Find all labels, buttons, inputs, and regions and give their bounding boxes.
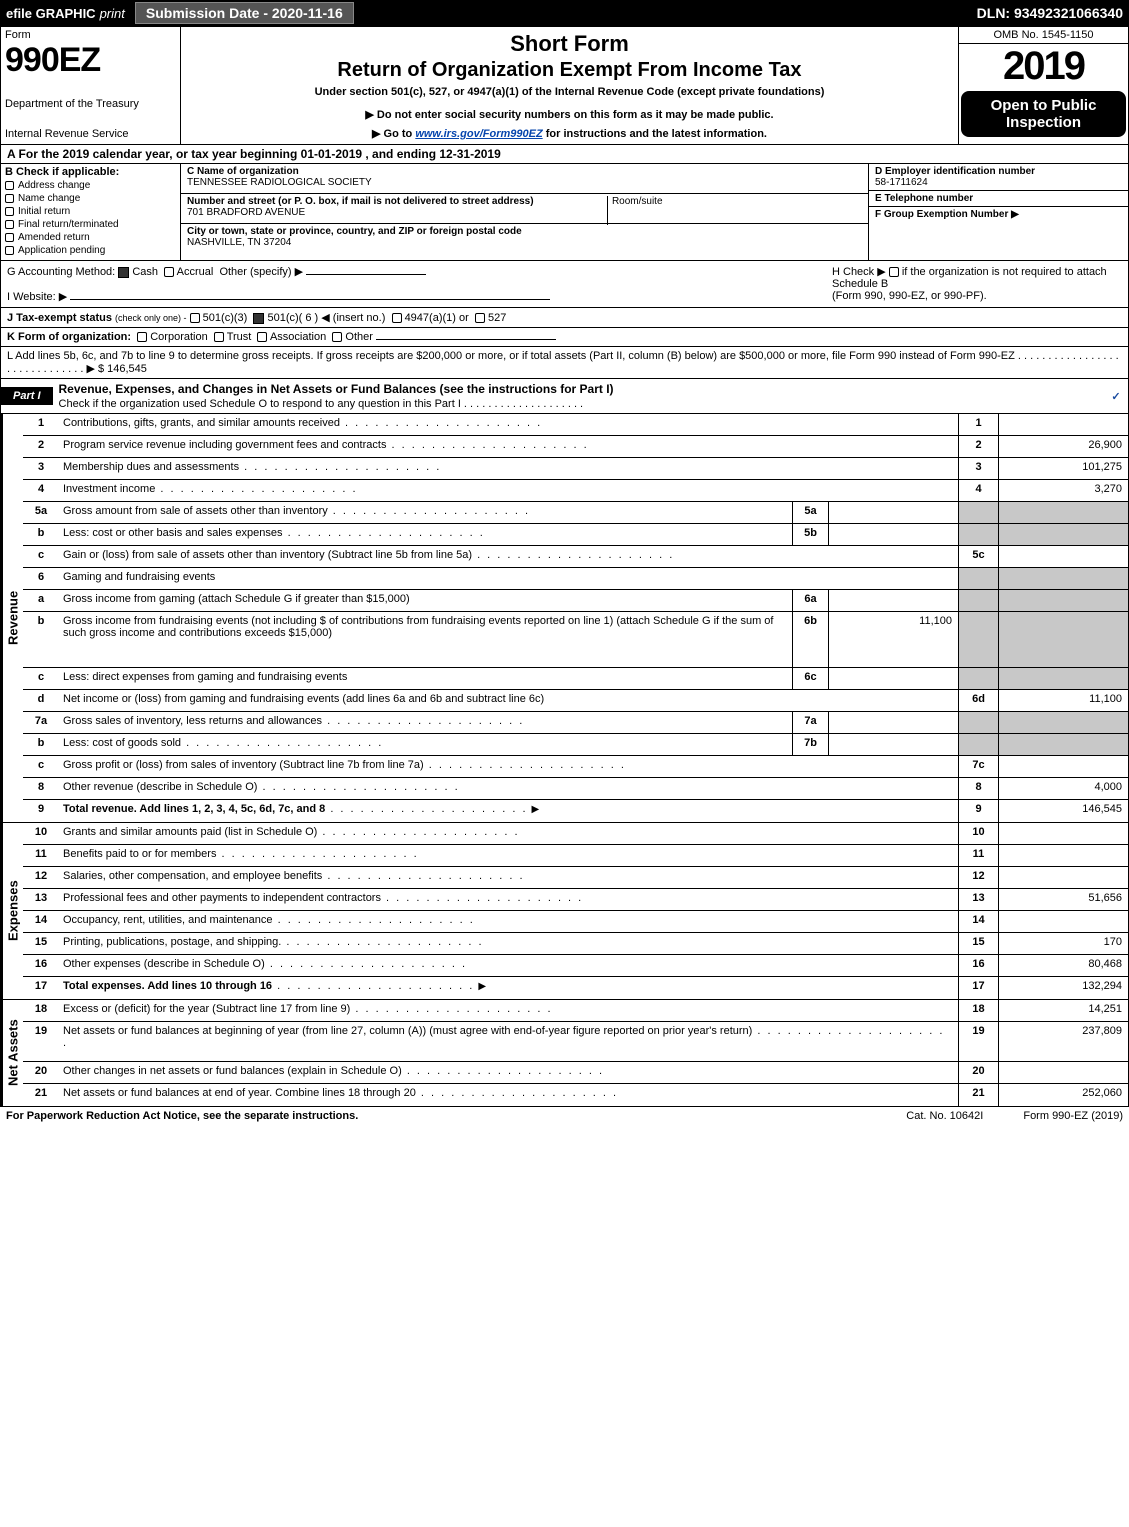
ssn-warning: ▶ Do not enter social security numbers o…: [187, 108, 952, 121]
return-title: Return of Organization Exempt From Incom…: [187, 59, 952, 82]
chk-accrual[interactable]: [164, 267, 174, 277]
chk-schedule-b[interactable]: [889, 267, 899, 277]
chk-final-return[interactable]: Final return/terminated: [5, 219, 176, 230]
ein-value: 58-1711624: [875, 177, 1122, 188]
column-d-ein: D Employer identification number 58-1711…: [868, 164, 1128, 260]
org-name-row: C Name of organization TENNESSEE RADIOLO…: [181, 164, 868, 194]
column-c-org-info: C Name of organization TENNESSEE RADIOLO…: [181, 164, 868, 260]
chk-527[interactable]: [475, 313, 485, 323]
org-city-label: City or town, state or province, country…: [187, 226, 862, 237]
chk-name-change[interactable]: Name change: [5, 193, 176, 204]
dept-irs: Internal Revenue Service: [5, 128, 176, 140]
omb-number: OMB No. 1545-1150: [959, 27, 1128, 44]
row-k-form-org: K Form of organization: Corporation Trus…: [0, 328, 1129, 347]
header-left: Form 990EZ Department of the Treasury In…: [1, 27, 181, 144]
org-city-value: NASHVILLE, TN 37204: [187, 237, 862, 248]
tax-year: 2019: [959, 44, 1128, 89]
page-footer: For Paperwork Reduction Act Notice, see …: [0, 1107, 1129, 1125]
expenses-section: Expenses 10Grants and similar amounts pa…: [0, 823, 1129, 1000]
chk-application-pending[interactable]: Application pending: [5, 245, 176, 256]
form-number: 990EZ: [5, 41, 176, 80]
submission-date-button[interactable]: Submission Date - 2020-11-16: [135, 2, 354, 24]
revenue-section: Revenue 1Contributions, gifts, grants, a…: [0, 414, 1129, 823]
print-link[interactable]: print: [100, 6, 125, 21]
i-label: I Website: ▶: [7, 291, 67, 303]
form-word: Form: [5, 29, 176, 41]
k-label: K Form of organization:: [7, 331, 131, 343]
room-suite-label: Room/suite: [607, 196, 663, 225]
part-i-title: Revenue, Expenses, and Changes in Net As…: [53, 379, 1104, 413]
g-label: G Accounting Method:: [7, 266, 115, 278]
telephone-row: E Telephone number: [869, 191, 1128, 207]
chk-association[interactable]: [257, 332, 267, 342]
form-ref: Form 990-EZ (2019): [1023, 1110, 1123, 1122]
goto-pre: ▶ Go to: [372, 128, 415, 140]
group-exemption-row: F Group Exemption Number ▶: [869, 207, 1128, 222]
block-b-c-d: B Check if applicable: Address change Na…: [0, 164, 1129, 261]
h-schedule-b: H Check ▶ if the organization is not req…: [822, 265, 1122, 303]
other-specify-input[interactable]: [306, 274, 426, 275]
chk-other-org[interactable]: [332, 332, 342, 342]
j-label: J Tax-exempt status: [7, 312, 112, 324]
part-i-badge: Part I: [1, 387, 53, 405]
org-name-label: C Name of organization: [187, 166, 862, 177]
chk-trust[interactable]: [214, 332, 224, 342]
chk-initial-return[interactable]: Initial return: [5, 206, 176, 217]
org-address-row: Number and street (or P. O. box, if mail…: [181, 194, 868, 224]
row-g-h: G Accounting Method: Cash Accrual Other …: [0, 261, 1129, 308]
form-header: Form 990EZ Department of the Treasury In…: [0, 26, 1129, 145]
ein-label: D Employer identification number: [875, 166, 1122, 177]
org-name-value: TENNESSEE RADIOLOGICAL SOCIETY: [187, 177, 862, 188]
section-a-tax-year: A For the 2019 calendar year, or tax yea…: [0, 145, 1129, 164]
part-i-header-row: Part I Revenue, Expenses, and Changes in…: [0, 379, 1129, 414]
short-form-title: Short Form: [187, 31, 952, 57]
row-l-gross-receipts: L Add lines 5b, 6c, and 7b to line 9 to …: [0, 347, 1129, 379]
chk-amended-return[interactable]: Amended return: [5, 232, 176, 243]
top-bar: efile GRAPHIC print Submission Date - 20…: [0, 0, 1129, 26]
dln-label: DLN: 93492321066340: [977, 5, 1123, 21]
net-assets-side-label: Net Assets: [1, 1000, 23, 1106]
chk-corporation[interactable]: [137, 332, 147, 342]
net-assets-section: Net Assets 18Excess or (deficit) for the…: [0, 1000, 1129, 1107]
chk-address-change[interactable]: Address change: [5, 180, 176, 191]
dept-treasury: Department of the Treasury: [5, 98, 176, 110]
header-middle: Short Form Return of Organization Exempt…: [181, 27, 958, 144]
part-i-schedule-o-check[interactable]: [1104, 390, 1128, 403]
chk-501c3[interactable]: [190, 313, 200, 323]
website-input[interactable]: [70, 299, 550, 300]
telephone-label: E Telephone number: [875, 193, 1122, 204]
column-b-checkboxes: B Check if applicable: Address change Na…: [1, 164, 181, 260]
part-i-check-line: Check if the organization used Schedule …: [59, 398, 584, 410]
ein-row: D Employer identification number 58-1711…: [869, 164, 1128, 191]
efile-label: efile GRAPHIC: [6, 6, 96, 21]
accounting-method: G Accounting Method: Cash Accrual Other …: [7, 265, 822, 303]
org-addr-value: 701 BRADFORD AVENUE: [187, 207, 862, 218]
col-b-header: B Check if applicable:: [5, 166, 176, 178]
cat-number: Cat. No. 10642I: [906, 1110, 983, 1122]
goto-line: ▶ Go to www.irs.gov/Form990EZ for instru…: [187, 127, 952, 140]
header-right: OMB No. 1545-1150 2019 Open to Public In…: [958, 27, 1128, 144]
irs-link[interactable]: www.irs.gov/Form990EZ: [415, 128, 542, 140]
other-org-input[interactable]: [376, 339, 556, 340]
open-to-public-badge: Open to Public Inspection: [961, 91, 1126, 137]
chk-cash[interactable]: [118, 267, 129, 278]
row-j-tax-exempt: J Tax-exempt status (check only one) - 5…: [0, 308, 1129, 328]
chk-501c[interactable]: [253, 313, 264, 324]
org-city-row: City or town, state or province, country…: [181, 224, 868, 254]
revenue-side-label: Revenue: [1, 414, 23, 822]
org-addr-label: Number and street (or P. O. box, if mail…: [187, 196, 862, 207]
goto-post: for instructions and the latest informat…: [543, 128, 767, 140]
group-exemption-label: F Group Exemption Number ▶: [875, 209, 1122, 220]
chk-4947[interactable]: [392, 313, 402, 323]
paperwork-notice: For Paperwork Reduction Act Notice, see …: [6, 1110, 358, 1122]
under-section-text: Under section 501(c), 527, or 4947(a)(1)…: [187, 86, 952, 98]
expenses-side-label: Expenses: [1, 823, 23, 999]
